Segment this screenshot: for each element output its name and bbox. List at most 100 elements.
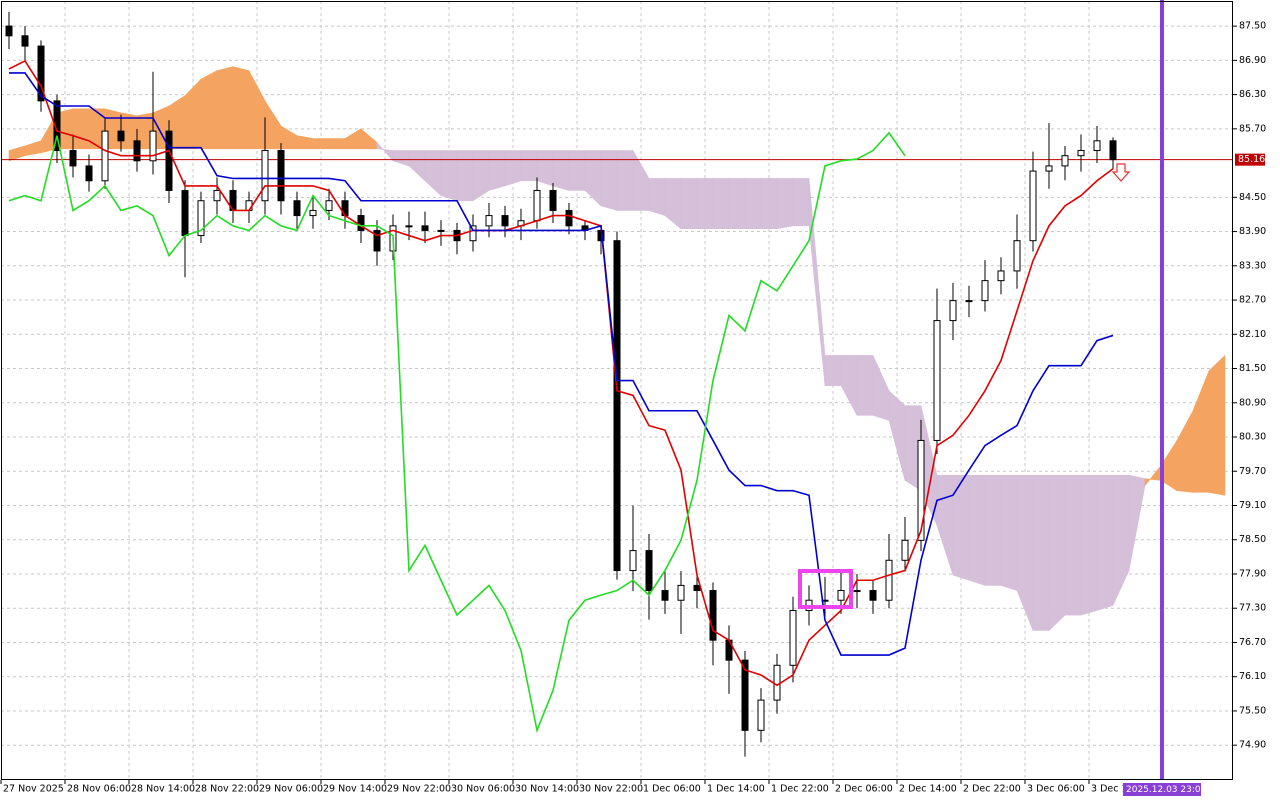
candle-body	[37, 45, 45, 102]
candle-body	[261, 150, 269, 202]
x-tick-label: 2 Dec 06:00	[835, 784, 893, 795]
indicator-line	[9, 72, 1114, 656]
cloud-segment	[536, 150, 554, 187]
indicator-line	[8, 131, 906, 734]
cloud-segment	[968, 474, 986, 586]
y-tick-label: 79.10	[1239, 500, 1266, 511]
cloud-segment	[680, 178, 698, 230]
candle-body	[709, 590, 717, 641]
candle-body	[165, 130, 173, 191]
candle-body	[885, 559, 893, 601]
candle-body	[629, 550, 637, 572]
candle-body	[69, 150, 77, 167]
candle-body	[1013, 240, 1021, 272]
x-tick-label: 1 Dec 06:00	[643, 784, 701, 795]
candle-body	[373, 229, 381, 252]
current-price-box	[1235, 153, 1265, 166]
candle-body	[549, 189, 557, 211]
x-tick-label: 29 Nov 22:00	[387, 784, 451, 795]
y-tick-label: 76.10	[1239, 671, 1266, 682]
vline-label: 2025.12.03 23:00	[1126, 785, 1207, 795]
candle-body	[437, 229, 445, 232]
y-tick-label: 86.90	[1239, 55, 1266, 66]
candle-body	[533, 189, 541, 222]
candle-body	[949, 300, 957, 322]
cloud-segment	[456, 150, 474, 202]
candle-body	[645, 550, 653, 592]
cloud-segment	[1064, 474, 1082, 616]
cloud-segment	[312, 138, 330, 150]
candle-body	[741, 659, 749, 731]
x-tick-label: 2 Dec 22:00	[963, 784, 1021, 795]
cloud-segment	[1000, 474, 1018, 591]
candle-body	[661, 590, 669, 601]
cloud-segment	[760, 178, 778, 230]
cloud-segment	[648, 178, 666, 216]
cloud-segment	[1048, 474, 1066, 632]
candle-body	[133, 140, 141, 162]
x-tick-label: 30 Nov 06:00	[451, 784, 515, 795]
candle-body	[357, 215, 365, 231]
y-tick-label: 82.70	[1239, 295, 1266, 306]
x-tick-label: 28 Nov 14:00	[131, 784, 195, 795]
x-tick-label: 27 Nov 2025	[3, 784, 64, 795]
cloud-segment	[792, 178, 810, 227]
candle-body	[1109, 140, 1117, 161]
x-tick-label: 1 Dec 22:00	[771, 784, 829, 795]
candle-body	[901, 539, 909, 561]
candle-body	[773, 664, 781, 701]
cloud-segment	[1032, 474, 1050, 631]
candle-body	[53, 100, 61, 152]
cloud-segment	[488, 150, 506, 191]
x-tick-label: 28 Nov 22:00	[195, 784, 259, 795]
cloud-segment	[1096, 474, 1114, 611]
x-tick-label: 29 Nov 06:00	[259, 784, 323, 795]
cloud-segment	[1080, 474, 1098, 616]
y-tick-label: 78.50	[1239, 534, 1266, 545]
candle-body	[1029, 170, 1037, 242]
candle-body	[101, 130, 109, 182]
candle-body	[149, 130, 157, 162]
cloud-segment	[728, 178, 746, 230]
y-tick-label: 80.30	[1239, 432, 1266, 443]
candle-body	[933, 320, 941, 441]
vline-label-box	[1123, 783, 1201, 796]
candle-body	[117, 130, 125, 142]
x-tick-label: 1 Dec 14:00	[707, 784, 765, 795]
cloud-segment	[744, 178, 762, 230]
y-tick-label: 74.90	[1239, 740, 1266, 751]
x-tick-label: 3 Dec 1	[1091, 784, 1128, 795]
cloud-segment	[328, 138, 346, 150]
candle-body	[325, 200, 333, 211]
x-tick-label: 2 Dec 14:00	[899, 784, 957, 795]
cloud-segment	[200, 70, 218, 150]
candle-body	[565, 209, 573, 227]
cloud-segment	[1208, 354, 1226, 496]
sell-arrow	[1111, 163, 1131, 182]
candle-body	[181, 189, 189, 237]
candle-body	[469, 225, 477, 242]
candle-body	[997, 270, 1005, 282]
candle-body	[293, 200, 301, 217]
x-tick-label: 30 Nov 22:00	[579, 784, 643, 795]
candle-body	[421, 225, 429, 231]
indicator-line	[8, 59, 1114, 687]
candle-body	[981, 280, 989, 302]
y-tick-label: 77.30	[1239, 603, 1266, 614]
candle-body	[213, 189, 221, 202]
candle-body	[869, 590, 877, 601]
cloud-segment	[72, 108, 90, 150]
y-tick-label: 86.30	[1239, 89, 1266, 100]
y-tick-label: 80.90	[1239, 397, 1266, 408]
y-tick-label: 81.50	[1239, 363, 1266, 374]
candle-body	[197, 200, 205, 237]
candle-body	[757, 699, 765, 731]
y-tick-label: 83.30	[1239, 260, 1266, 271]
y-tick-label: 79.70	[1239, 466, 1266, 477]
current-price-label: 85.16	[1238, 154, 1265, 165]
cloud-segment	[520, 150, 538, 182]
candle-body	[613, 240, 621, 572]
plot-area	[1, 1, 1233, 780]
